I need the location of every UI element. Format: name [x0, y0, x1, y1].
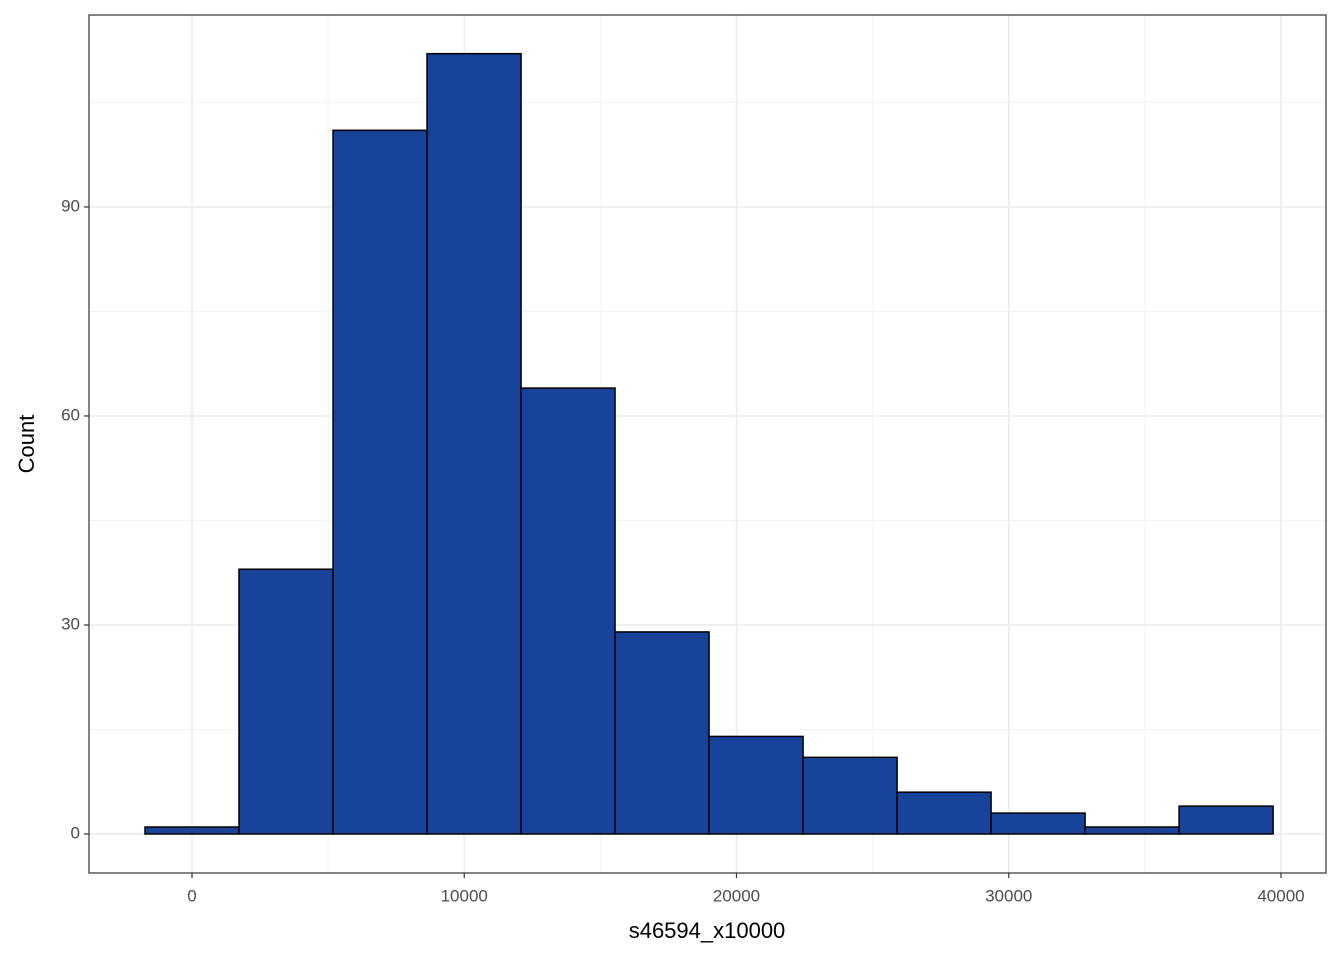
bar	[238, 568, 334, 835]
x-tick-label: 10000	[441, 886, 488, 905]
bar	[1084, 826, 1180, 835]
bar	[144, 826, 240, 835]
bar	[990, 812, 1086, 835]
bar	[802, 756, 898, 835]
y-tick-label: 30	[61, 614, 80, 633]
y-tick-label: 90	[61, 196, 80, 215]
panel-border	[88, 14, 1327, 874]
bar	[426, 52, 522, 835]
x-tick-label: 0	[187, 886, 196, 905]
y-tick-label: 0	[71, 823, 80, 842]
x-axis-title: s46594_x10000	[629, 918, 786, 943]
x-tick-label: 40000	[1257, 886, 1304, 905]
bar	[1178, 805, 1274, 835]
bar	[708, 735, 804, 835]
bar	[520, 387, 616, 835]
x-tick-label: 30000	[985, 886, 1032, 905]
bar	[614, 631, 710, 835]
y-axis-title: Count	[14, 415, 39, 474]
y-tick-label: 60	[61, 405, 80, 424]
bar	[896, 791, 992, 835]
x-tick-label: 20000	[713, 886, 760, 905]
bar	[332, 129, 428, 835]
